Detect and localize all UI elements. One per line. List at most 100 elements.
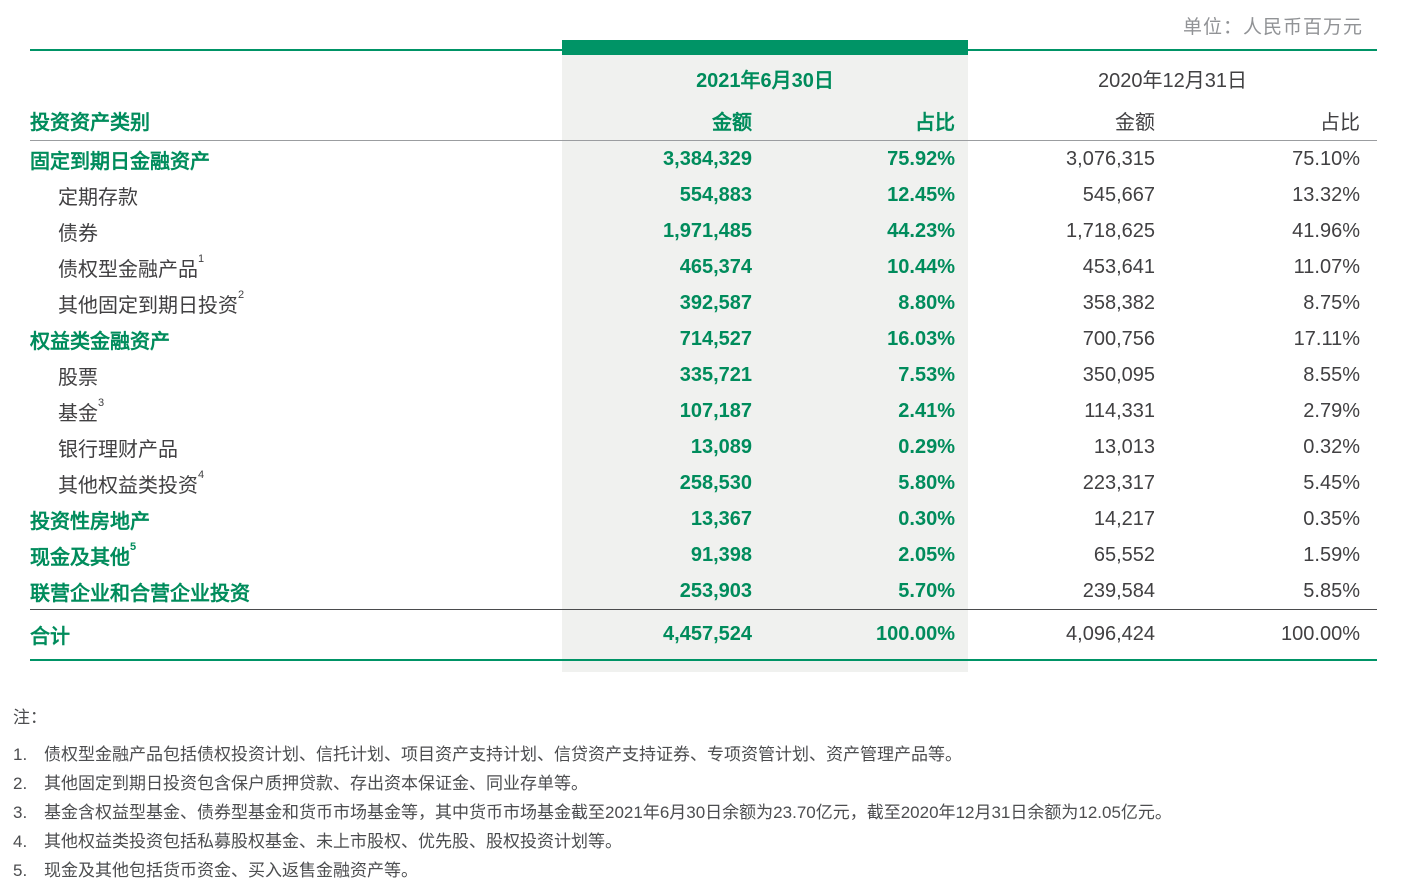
- cell-amount-2020: 114,331: [1084, 399, 1155, 422]
- row-label-text: 基金: [58, 402, 98, 425]
- table-row: 其他固定到期日投资2 392,587 8.80% 358,382 8.75%: [30, 285, 1377, 321]
- cell-amount-2020: 1,718,625: [1066, 219, 1155, 242]
- note-number: 4.: [13, 832, 28, 851]
- investment-assets-table: 2021年6月30日 2020年12月31日 投资资产类别 金额 占比 金额 占…: [30, 40, 1377, 672]
- cell-ratio-2021: 12.45%: [887, 183, 955, 206]
- table-row: 投资性房地产 13,367 0.30% 14,217 0.35%: [30, 501, 1377, 537]
- total-row: 合计 4,457,524 100.00% 4,096,424 100.00%: [30, 609, 1377, 661]
- cell-amount-2020: 700,756: [1082, 327, 1155, 350]
- cell-ratio-2020: 13.32%: [1292, 183, 1360, 206]
- cell-amount-2021: 13,367: [690, 507, 752, 530]
- amount-header-2021: 金额: [712, 112, 752, 134]
- cell-amount-2021: 107,187: [679, 399, 752, 422]
- row-label-text: 其他权益类投资: [58, 474, 198, 497]
- cell-ratio-2020: 2.79%: [1303, 399, 1360, 422]
- cell-ratio-2020: 8.55%: [1303, 363, 1360, 386]
- ratio-header-2020: 占比: [1320, 112, 1360, 134]
- amount-header-2020: 金额: [1115, 112, 1155, 134]
- footnotes: 注： 1. 债权型金融产品包括债权投资计划、信托计划、项目资产支持计划、信贷资产…: [13, 706, 1377, 882]
- cell-ratio-2020: 41.96%: [1292, 219, 1360, 242]
- note-item: 2. 其他固定到期日投资包含保户质押贷款、存出资本保证金、同业存单等。: [13, 769, 1377, 798]
- row-label: 债券: [30, 217, 562, 246]
- cell-ratio-2020: 11.07%: [1293, 255, 1360, 278]
- highlight-column-top-bar: [562, 40, 968, 55]
- row-label-text: 债权型金融产品: [58, 258, 198, 281]
- total-amount-2020: 4,096,424: [1066, 623, 1155, 645]
- footnote-ref: 1: [198, 252, 205, 265]
- cell-ratio-2020: 8.75%: [1303, 291, 1360, 314]
- cell-amount-2020: 65,552: [1093, 543, 1155, 566]
- note-item: 4. 其他权益类投资包括私募股权基金、未上市股权、优先股、股权投资计划等。: [13, 827, 1377, 856]
- cell-ratio-2020: 5.45%: [1303, 471, 1360, 494]
- cell-amount-2021: 465,374: [679, 255, 752, 278]
- cell-amount-2021: 335,721: [679, 363, 752, 386]
- ratio-header-2021: 占比: [915, 112, 955, 134]
- row-label: 定期存款: [30, 181, 562, 210]
- table-row: 现金及其他5 91,398 2.05% 65,552 1.59%: [30, 537, 1377, 573]
- cell-ratio-2021: 75.92%: [887, 147, 955, 170]
- cell-ratio-2021: 44.23%: [887, 219, 955, 242]
- table-row: 权益类金融资产 714,527 16.03% 700,756 17.11%: [30, 321, 1377, 357]
- cell-amount-2021: 554,883: [679, 183, 752, 206]
- note-item: 3. 基金含权益型基金、债券型基金和货币市场基金等，其中货币市场基金截至2021…: [13, 798, 1377, 827]
- cell-amount-2021: 13,089: [690, 435, 752, 458]
- footnotes-title: 注：: [13, 708, 47, 727]
- row-label-text: 现金及其他: [30, 546, 130, 569]
- cell-amount-2020: 13,013: [1093, 435, 1155, 458]
- cell-amount-2021: 3,384,329: [663, 147, 752, 170]
- row-label: 联营企业和合营企业投资: [30, 577, 562, 606]
- period-2020-header: 2020年12月31日: [1098, 69, 1247, 92]
- cell-amount-2021: 91,398: [690, 543, 752, 566]
- cell-ratio-2020: 0.32%: [1303, 435, 1360, 458]
- row-label: 银行理财产品: [30, 433, 562, 462]
- note-text: 其他权益类投资包括私募股权基金、未上市股权、优先股、股权投资计划等。: [44, 832, 622, 851]
- total-ratio-2021: 100.00%: [876, 623, 955, 645]
- table-row: 其他权益类投资4 258,530 5.80% 223,317 5.45%: [30, 465, 1377, 501]
- cell-amount-2021: 258,530: [679, 471, 752, 494]
- note-number: 5.: [13, 861, 28, 880]
- row-label: 固定到期日金融资产: [30, 145, 562, 174]
- cell-ratio-2021: 0.30%: [898, 507, 955, 530]
- cell-amount-2020: 545,667: [1082, 183, 1155, 206]
- table-content: 2021年6月30日 2020年12月31日 投资资产类别 金额 占比 金额 占…: [30, 40, 1377, 661]
- total-amount-2021: 4,457,524: [663, 623, 752, 645]
- note-item: 1. 债权型金融产品包括债权投资计划、信托计划、项目资产支持计划、信贷资产支持证…: [13, 740, 1377, 769]
- period-2021-header: 2021年6月30日: [696, 69, 834, 92]
- cell-amount-2020: 453,641: [1082, 255, 1155, 278]
- row-label-text: 银行理财产品: [58, 438, 178, 461]
- note-text: 基金含权益型基金、债券型基金和货币市场基金等，其中货币市场基金截至2021年6月…: [44, 803, 1172, 822]
- row-label-text: 权益类金融资产: [30, 330, 170, 353]
- table-header-row: 2021年6月30日 2020年12月31日 投资资产类别 金额 占比 金额 占…: [30, 55, 1377, 141]
- row-label: 投资性房地产: [30, 505, 562, 534]
- cell-ratio-2020: 5.85%: [1303, 579, 1360, 602]
- cell-amount-2020: 14,217: [1093, 507, 1155, 530]
- unit-label: 单位：人民币百万元: [1182, 17, 1363, 38]
- cell-ratio-2020: 1.59%: [1303, 543, 1360, 566]
- table-row: 定期存款 554,883 12.45% 545,667 13.32%: [30, 177, 1377, 213]
- row-label: 基金3: [30, 397, 562, 426]
- cell-ratio-2021: 0.29%: [898, 435, 955, 458]
- row-label-text: 股票: [58, 366, 98, 389]
- row-label-text: 联营企业和合营企业投资: [30, 582, 250, 605]
- cell-amount-2020: 358,382: [1082, 291, 1155, 314]
- footnote-ref: 4: [198, 468, 205, 481]
- table-row: 债权型金融产品1 465,374 10.44% 453,641 11.07%: [30, 249, 1377, 285]
- row-label: 其他固定到期日投资2: [30, 289, 562, 318]
- row-label-text: 定期存款: [58, 186, 138, 209]
- cell-ratio-2021: 2.41%: [898, 399, 955, 422]
- note-item: 5. 现金及其他包括货币资金、买入返售金融资产等。: [13, 856, 1377, 882]
- table-row: 股票 335,721 7.53% 350,095 8.55%: [30, 357, 1377, 393]
- table-row: 银行理财产品 13,089 0.29% 13,013 0.32%: [30, 429, 1377, 465]
- cell-ratio-2020: 75.10%: [1292, 147, 1360, 170]
- row-label: 其他权益类投资4: [30, 469, 562, 498]
- cell-ratio-2021: 7.53%: [898, 363, 955, 386]
- cell-ratio-2020: 17.11%: [1293, 327, 1360, 350]
- cell-ratio-2021: 10.44%: [887, 255, 955, 278]
- table-row: 固定到期日金融资产 3,384,329 75.92% 3,076,315 75.…: [30, 141, 1377, 177]
- row-label: 现金及其他5: [30, 541, 562, 570]
- note-text: 债权型金融产品包括债权投资计划、信托计划、项目资产支持计划、信贷资产支持证券、专…: [44, 745, 962, 764]
- footnote-ref: 2: [238, 288, 245, 301]
- row-label-text: 其他固定到期日投资: [58, 294, 238, 317]
- cell-ratio-2021: 2.05%: [898, 543, 955, 566]
